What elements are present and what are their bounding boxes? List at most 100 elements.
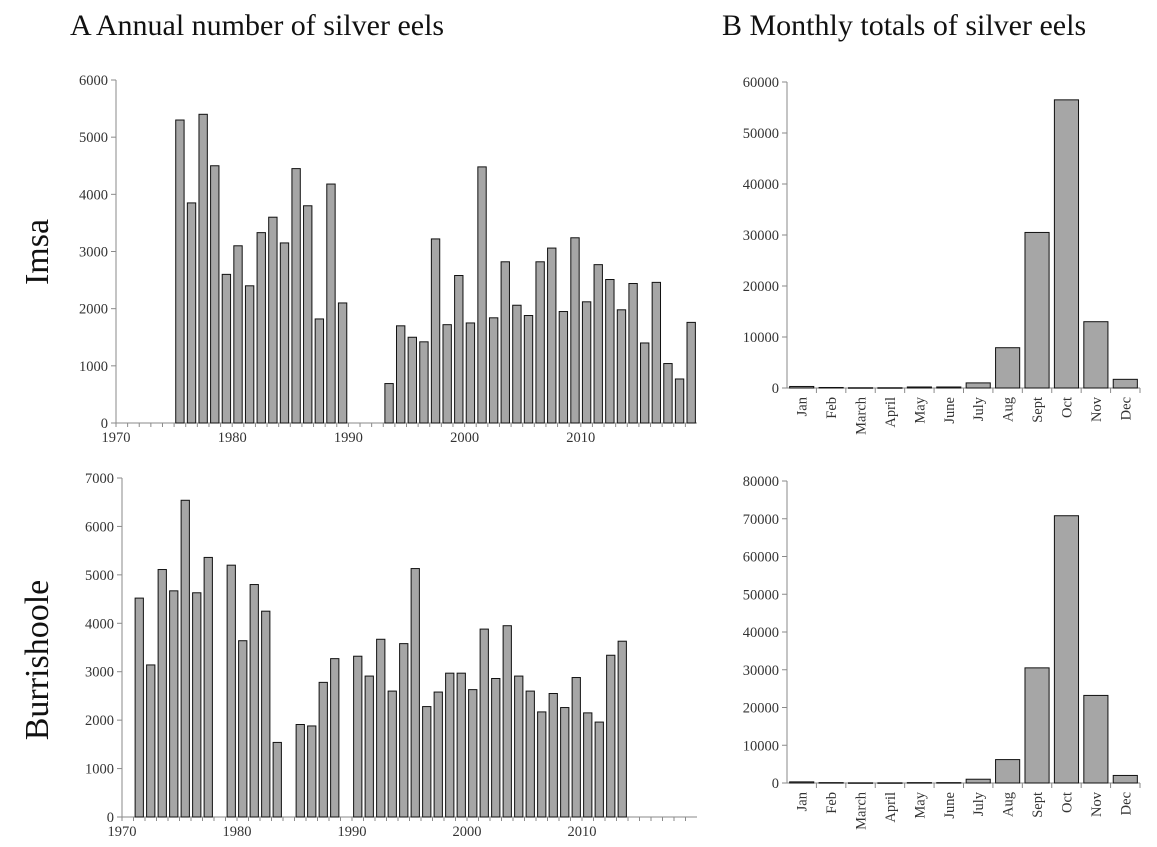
x-tick-label: 1970 [102,430,131,446]
bar [1053,99,1080,389]
bar [226,564,236,818]
imsa-monthly-chart: 0 10000 20000 30000 40000 50000 60000 Jan Feb Mar… [743,75,1141,435]
y-tick-label: 50000 [743,126,779,142]
bar [818,782,844,784]
bar [789,385,815,389]
bar [454,275,464,424]
x-tick-label: 2010 [568,824,597,840]
bar [479,628,489,818]
bar [477,166,487,424]
y-tick-label: 0 [772,381,779,397]
bar [488,317,499,424]
x-tick-label: 2010 [566,430,595,446]
bar [1083,694,1109,784]
bar [419,341,429,424]
bar [818,386,844,389]
x-tick-label: Dec [1118,792,1134,815]
y-tick-label: 4000 [79,187,108,203]
bar [616,309,627,424]
bar [445,672,455,818]
y-tick-label: 6000 [85,519,114,535]
burrishoole-annual-chart: 0 1000 2000 3000 4000 5000 6000 7000 1970 1980 199… [85,471,697,840]
bar [295,724,305,818]
bar [628,283,638,424]
y-tick-label: 5000 [79,130,108,146]
bar [221,273,232,424]
bar [244,285,255,424]
bar [965,382,991,389]
bar [337,302,348,424]
bar [169,590,179,818]
bar [593,264,603,424]
bar [686,321,696,424]
bar [364,675,374,818]
bar [261,610,271,818]
x-tick-label: 2000 [450,430,479,446]
bar [560,707,570,818]
y-tick-label: 60000 [743,550,779,566]
x-tick-label: Oct [1059,397,1075,418]
bar [268,216,278,424]
bar [399,643,409,818]
bar [491,677,501,818]
bar [318,681,328,818]
bar [157,569,167,818]
bar [651,281,662,424]
x-tick-label: March [854,396,870,435]
bar [965,778,991,784]
x-tick-label: Nov [1089,396,1105,422]
bar [146,664,156,818]
bar [198,113,208,424]
bar [314,318,325,424]
bar [936,386,962,389]
bar [502,625,512,818]
x-tick-label: June [942,792,958,819]
bar [238,640,248,818]
y-tick-label: 0 [101,416,108,432]
panel-a-heading: A Annual number of silver eels [70,9,444,42]
bar [326,183,336,424]
x-tick-label: Nov [1089,791,1105,817]
bar [525,690,535,818]
y-tick-label: 10000 [743,330,779,346]
y-tick-label: 0 [107,810,114,826]
bar [877,782,903,784]
bar [583,712,593,818]
bar [396,325,406,424]
x-tick-label: 1990 [338,824,367,840]
y-tick-label: 20000 [743,279,779,295]
bar [422,706,432,818]
bar [465,322,476,424]
x-tick-label: 1980 [223,824,252,840]
bar [547,247,557,424]
y-tick-label: 7000 [85,471,114,487]
bar [433,691,443,818]
x-tick-label: Oct [1059,792,1075,813]
y-tick-label: 60000 [743,75,779,91]
y-tick-label: 40000 [743,177,779,193]
y-tick-label: 2000 [79,302,108,318]
bar [307,725,317,818]
bar [210,165,220,424]
y-tick-label: 20000 [743,701,779,717]
x-tick-label: 1990 [334,430,363,446]
bar [384,383,394,424]
y-tick-label: 3000 [85,665,114,681]
x-tick-label: July [971,791,987,816]
row-label-burrishoole: Burrishoole [19,580,56,741]
x-tick-label: April [883,792,899,823]
bar [548,693,558,818]
bar [303,205,313,424]
bar [570,237,580,424]
bar [353,655,363,818]
bar [180,499,190,818]
bar [571,677,581,818]
y-tick-label: 0 [772,776,779,792]
bar [594,721,604,818]
bar [663,363,673,424]
bar [514,675,524,818]
y-tick-label: 10000 [743,738,779,754]
y-tick-label: 1000 [85,762,114,778]
bar [279,242,290,424]
bar [442,324,452,424]
